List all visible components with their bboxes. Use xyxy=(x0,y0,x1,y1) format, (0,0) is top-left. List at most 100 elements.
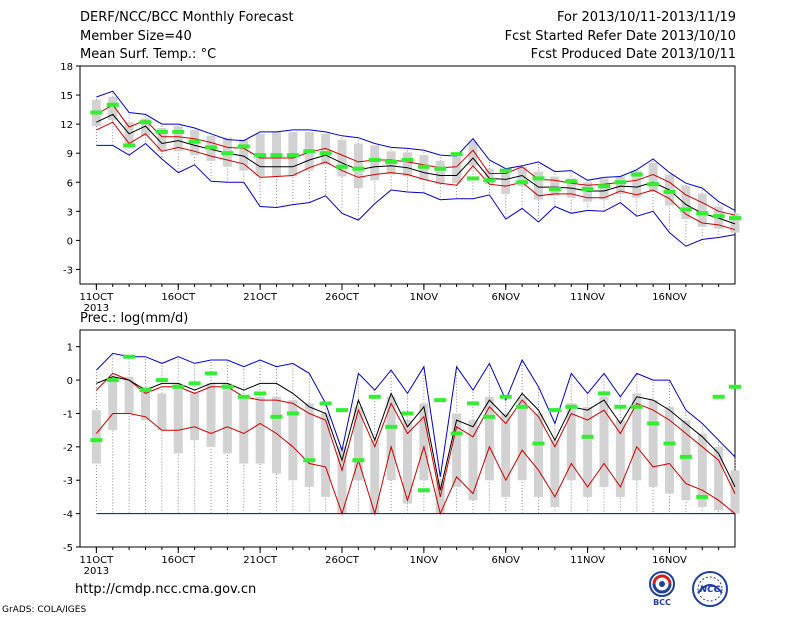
spread-box xyxy=(632,170,642,198)
observed-marker xyxy=(647,182,660,187)
source-url[interactable]: http://cmdp.ncc.cma.gov.cn xyxy=(75,582,257,597)
x-tick-label: 11OCT xyxy=(80,555,115,566)
spread-box xyxy=(141,386,150,421)
spread-box xyxy=(124,376,134,414)
spread-box xyxy=(288,400,298,481)
spread-box xyxy=(255,396,265,464)
spread-box xyxy=(419,403,429,481)
y-tick-label: 1 xyxy=(67,343,73,354)
observed-marker xyxy=(270,153,283,158)
grads-credit: GrADS: COLA/IGES xyxy=(2,605,87,615)
variable-label: Mean Surf. Temp.: °C xyxy=(80,47,217,62)
spread-box xyxy=(353,143,363,189)
x-tick-label: 1NOV xyxy=(410,292,439,303)
y-tick-label: -2 xyxy=(63,443,73,454)
observed-marker xyxy=(254,391,267,396)
observed-marker xyxy=(155,129,168,134)
x-tick-label: 26OCT xyxy=(325,555,360,566)
observed-marker xyxy=(729,216,741,221)
y-tick-label: 6 xyxy=(67,178,73,189)
observed-marker xyxy=(90,110,103,115)
spread-box xyxy=(632,393,642,481)
x-tick-label: 26OCT xyxy=(325,292,360,303)
observed-marker xyxy=(352,166,365,171)
observed-marker xyxy=(548,187,561,192)
spread-box xyxy=(190,393,200,441)
observed-marker xyxy=(205,371,217,376)
spread-box xyxy=(665,406,674,494)
observed-marker xyxy=(532,176,545,181)
spread-box xyxy=(517,166,527,187)
spread-box xyxy=(730,470,740,514)
observed-marker xyxy=(663,189,676,194)
svg-text:NCC: NCC xyxy=(700,585,721,595)
observed-marker xyxy=(188,139,201,144)
observed-marker xyxy=(303,149,316,154)
spread-box xyxy=(534,171,543,200)
observed-marker xyxy=(188,381,201,386)
spread-box xyxy=(353,406,363,481)
series-line-lower-red xyxy=(96,413,736,516)
observed-marker xyxy=(565,404,578,409)
x-tick-label: 16NOV xyxy=(652,555,687,566)
observed-marker xyxy=(581,434,594,439)
svg-text:BCC: BCC xyxy=(653,598,671,607)
observed-marker xyxy=(368,157,381,162)
spread-box xyxy=(714,446,724,511)
observed-marker xyxy=(467,176,479,181)
spread-box xyxy=(108,97,118,121)
observed-marker xyxy=(172,384,185,389)
observed-marker xyxy=(417,164,430,169)
observed-marker xyxy=(172,129,185,134)
observed-marker xyxy=(647,421,660,426)
spread-box xyxy=(648,162,658,192)
observed-marker xyxy=(614,180,627,185)
observed-marker xyxy=(679,207,692,212)
observed-marker xyxy=(663,441,676,446)
chart-title: DERF/NCC/BCC Monthly Forecast xyxy=(80,10,294,25)
spread-box xyxy=(452,157,462,184)
observed-marker xyxy=(548,408,561,413)
y-tick-label: -3 xyxy=(63,265,73,276)
observed-marker xyxy=(401,411,414,416)
x-tick-label: 2013 xyxy=(84,566,109,577)
observed-marker xyxy=(221,151,234,156)
y-tick-label: 15 xyxy=(60,91,73,102)
spread-box xyxy=(403,420,412,504)
observed-marker xyxy=(221,384,234,389)
spread-box xyxy=(239,139,249,171)
observed-marker xyxy=(499,168,512,173)
observed-marker xyxy=(434,166,447,171)
observed-marker xyxy=(352,458,365,463)
series-line-lower-red xyxy=(96,121,736,231)
spread-box xyxy=(583,182,593,202)
spread-box xyxy=(304,403,314,487)
y-tick-label: 0 xyxy=(67,376,73,387)
fcst-started-label: Fcst Started Refer Date 2013/10/10 xyxy=(504,29,736,44)
series-line-lower-blue xyxy=(96,142,736,247)
precip-axis-label: Prec.: log(mm/d) xyxy=(80,311,188,326)
observed-marker xyxy=(286,411,299,416)
spread-box xyxy=(517,396,527,481)
spread-box xyxy=(648,400,658,487)
observed-marker xyxy=(516,180,529,185)
observed-marker xyxy=(401,157,414,162)
spread-box xyxy=(370,440,380,514)
observed-marker xyxy=(385,159,398,164)
observed-marker xyxy=(286,153,299,158)
spread-box xyxy=(468,141,478,166)
y-tick-label: 0 xyxy=(67,236,73,247)
spread-box xyxy=(108,376,118,431)
observed-marker xyxy=(450,152,463,157)
observed-marker xyxy=(106,102,119,107)
observed-marker xyxy=(598,391,610,396)
spread-box xyxy=(321,413,331,497)
series-line-mean xyxy=(96,113,736,225)
spread-box xyxy=(697,433,707,507)
observed-marker xyxy=(712,394,725,399)
y-tick-label: 12 xyxy=(60,120,73,131)
spread-box xyxy=(534,413,543,497)
spread-box xyxy=(157,128,167,152)
observed-marker xyxy=(319,401,332,406)
